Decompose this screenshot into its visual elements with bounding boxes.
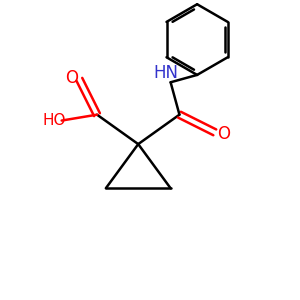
- Text: O: O: [217, 125, 230, 143]
- Text: HO: HO: [43, 113, 66, 128]
- Text: HN: HN: [154, 64, 179, 82]
- Text: O: O: [65, 69, 79, 87]
